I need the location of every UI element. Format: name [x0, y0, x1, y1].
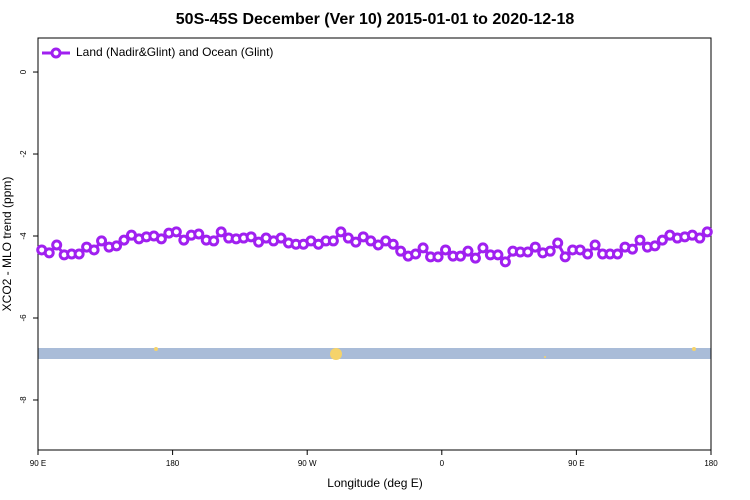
data-point [440, 244, 452, 256]
x-tick-label: 90 E [30, 459, 46, 468]
data-point [155, 233, 167, 245]
y-tick-label: 0 [19, 69, 28, 74]
land-spot [330, 348, 342, 360]
map-strip [38, 348, 711, 359]
data-point [701, 226, 713, 238]
data-point [454, 250, 466, 262]
y-tick-label: -2 [19, 150, 28, 158]
x-tick-label: 180 [166, 459, 180, 468]
data-point [544, 245, 556, 257]
data-point [327, 235, 339, 247]
data-point [193, 228, 205, 240]
legend: Land (Nadir&Glint) and Ocean (Glint) [42, 45, 273, 59]
x-axis-label: Longitude (deg E) [327, 476, 422, 490]
x-tick-label: 90 W [298, 459, 317, 468]
data-point [469, 252, 481, 264]
chart-title: 50S-45S December (Ver 10) 2015-01-01 to … [176, 11, 575, 28]
data-point [522, 246, 534, 258]
data-point [432, 251, 444, 263]
data-point [552, 237, 564, 249]
data-point [649, 240, 661, 252]
data-point [559, 251, 571, 263]
x-tick-label: 0 [440, 459, 445, 468]
data-point [387, 238, 399, 250]
data-point [612, 248, 624, 260]
data-point [111, 240, 123, 252]
data-point [410, 248, 422, 260]
data-point [215, 226, 227, 238]
y-tick-label: -6 [19, 314, 28, 322]
data-point [477, 242, 489, 254]
data-point [492, 249, 504, 261]
data-point [88, 244, 100, 256]
data-point [118, 234, 130, 246]
data-point [582, 248, 594, 260]
data-point [589, 239, 601, 251]
y-axis-label: XCO2 - MLO trend (ppm) [0, 177, 14, 312]
data-point [51, 239, 63, 251]
data-point [96, 235, 108, 247]
land-spot [154, 347, 158, 351]
data-point [499, 256, 511, 268]
legend-label: Land (Nadir&Glint) and Ocean (Glint) [76, 45, 273, 59]
data-point [178, 234, 190, 246]
data-point [208, 235, 220, 247]
x-tick-label: 180 [704, 459, 718, 468]
data-point [335, 226, 347, 238]
data-point [245, 231, 257, 243]
plot-frame [37, 37, 712, 451]
data-point [656, 234, 668, 246]
data-point [395, 245, 407, 257]
land-spot [544, 356, 546, 358]
x-tick-label: 90 E [568, 459, 584, 468]
data-point [73, 248, 85, 260]
data-point [634, 234, 646, 246]
data-point [529, 241, 541, 253]
data-point [462, 245, 474, 257]
y-tick-label: -8 [19, 396, 28, 404]
data-point [626, 243, 638, 255]
data-point [417, 242, 429, 254]
data-point [275, 232, 287, 244]
data-point [43, 247, 55, 259]
y-tick-label: -4 [19, 232, 28, 240]
land-spot [692, 347, 696, 351]
legend-marker [50, 47, 62, 59]
data-point [694, 232, 706, 244]
data-point [170, 226, 182, 238]
data-point [350, 236, 362, 248]
